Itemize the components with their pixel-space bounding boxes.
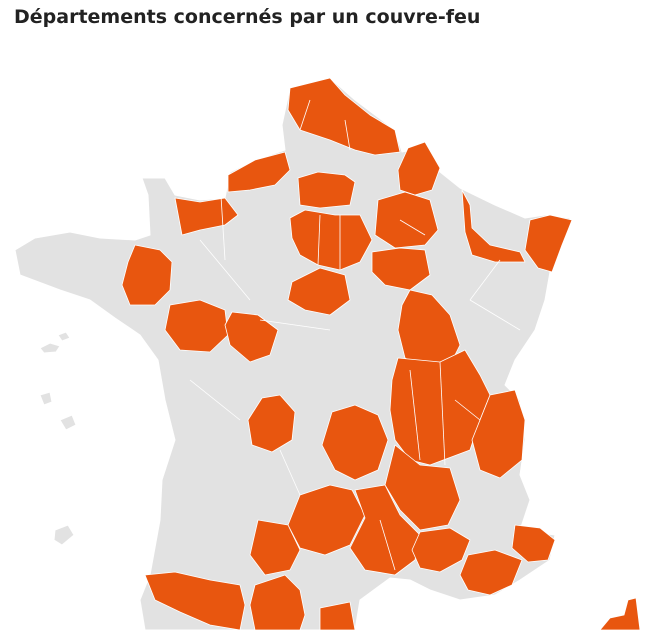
department-marne [374, 191, 439, 249]
department-haute-vienne [247, 394, 296, 453]
department-haute-pyrenees-ariege [249, 574, 306, 630]
department-gers-tarn-et-garonne [249, 519, 301, 576]
map-title: Départements concernés par un couvre-feu [14, 6, 481, 28]
department-corse [599, 597, 641, 630]
ile-dyeu [57, 331, 71, 342]
department-borders [189, 99, 521, 571]
department-var [459, 549, 523, 596]
department-alpes-maritimes [511, 524, 556, 563]
department-moselle [461, 189, 526, 263]
ile-doleron [39, 391, 53, 406]
department-rhone-alpes [389, 349, 491, 466]
department-maine-et-loire [164, 299, 229, 353]
department-haute-savoie-savoie [471, 389, 526, 479]
department-puy-de-dome [321, 404, 389, 481]
curfew-departments [121, 77, 641, 630]
department-calvados [174, 197, 239, 236]
department-nord-pas-de-calais [287, 77, 401, 156]
ile-de-re [39, 342, 61, 354]
department-aude-pyrenees-orientales [319, 601, 356, 630]
department-ile-de-france [289, 209, 373, 271]
belle-ile [59, 414, 77, 431]
department-ardeche-drome [384, 444, 461, 531]
department-somme [297, 171, 356, 209]
department-bouches-du-rhone-vaucluse [411, 527, 471, 573]
department-pyrenees-atlantiques [144, 571, 246, 630]
department-herault-gard [349, 484, 421, 576]
department-bas-rhin [524, 214, 573, 273]
department-aube [371, 247, 431, 291]
department-loiret [287, 267, 351, 316]
department-ille-et-vilaine [121, 244, 173, 306]
department-aisne [397, 141, 441, 196]
ile-de-noirmoutier [53, 524, 75, 546]
department-seine-maritime [227, 151, 291, 193]
department-indre-et-loire [224, 311, 279, 363]
